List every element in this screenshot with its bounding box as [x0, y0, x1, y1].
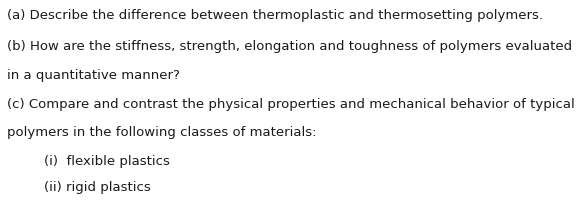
Text: (i)  flexible plastics: (i) flexible plastics	[44, 155, 170, 167]
Text: (c) Compare and contrast the physical properties and mechanical behavior of typi: (c) Compare and contrast the physical pr…	[7, 98, 575, 111]
Text: in a quantitative manner?: in a quantitative manner?	[7, 69, 180, 82]
Text: (a) Describe the difference between thermoplastic and thermosetting polymers.: (a) Describe the difference between ther…	[7, 9, 543, 22]
Text: polymers in the following classes of materials:: polymers in the following classes of mat…	[7, 126, 316, 139]
Text: (b) How are the stiffness, strength, elongation and toughness of polymers evalua: (b) How are the stiffness, strength, elo…	[7, 40, 572, 53]
Text: (ii) rigid plastics: (ii) rigid plastics	[44, 181, 150, 194]
